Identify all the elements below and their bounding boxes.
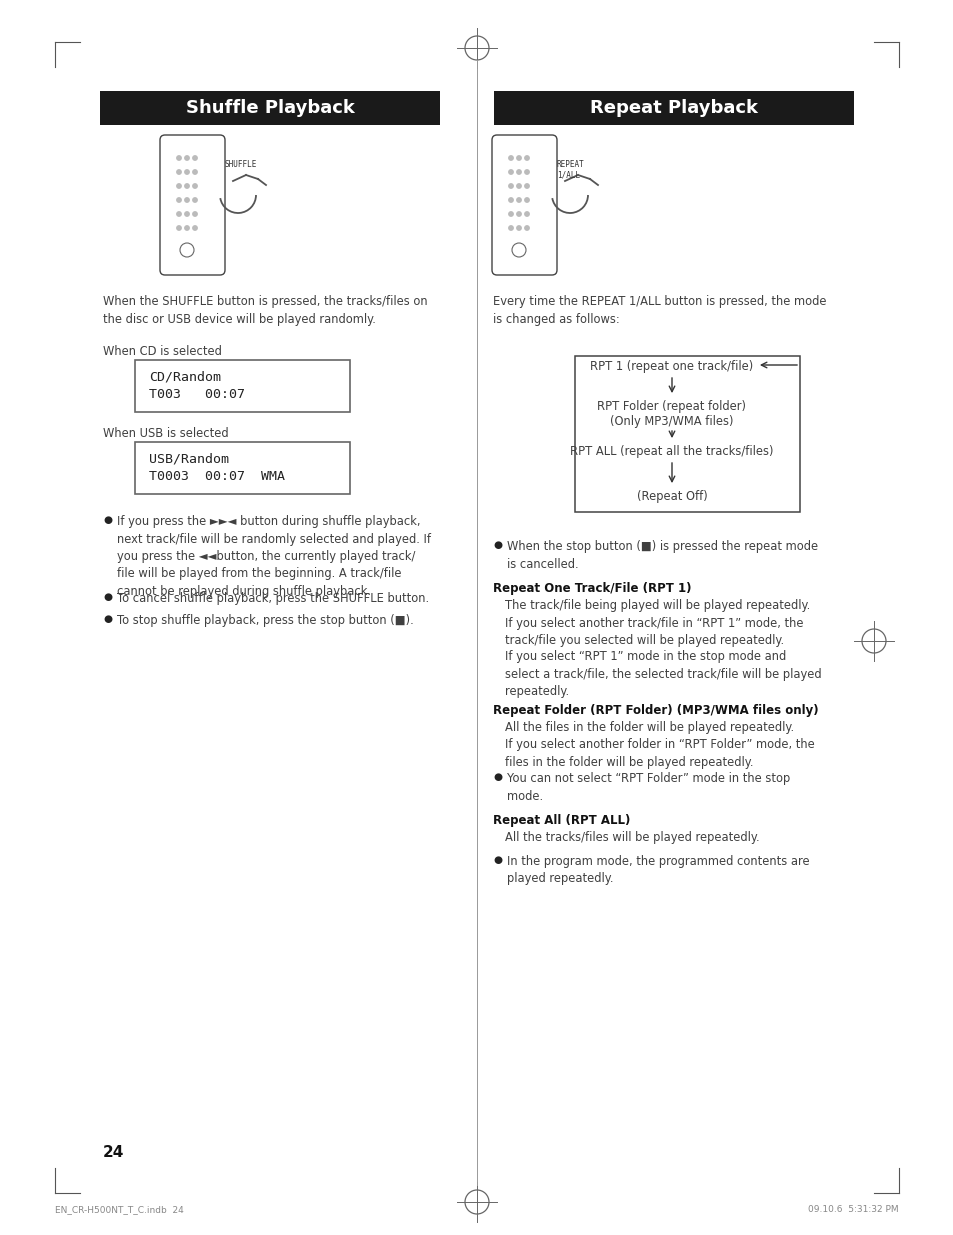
Text: All the tracks/files will be played repeatedly.: All the tracks/files will be played repe… xyxy=(504,831,759,844)
Text: When the SHUFFLE button is pressed, the tracks/files on
the disc or USB device w: When the SHUFFLE button is pressed, the … xyxy=(103,295,427,326)
Text: USB/Random: USB/Random xyxy=(149,452,229,466)
Text: ●: ● xyxy=(103,592,112,601)
Text: ●: ● xyxy=(493,540,501,550)
Text: T0003  00:07  WMA: T0003 00:07 WMA xyxy=(149,471,285,483)
Bar xyxy=(100,91,439,125)
Circle shape xyxy=(517,156,520,161)
Circle shape xyxy=(185,156,189,161)
Text: SHUFFLE: SHUFFLE xyxy=(225,161,257,169)
Text: ●: ● xyxy=(103,614,112,624)
Circle shape xyxy=(176,226,181,230)
Circle shape xyxy=(185,184,189,188)
Circle shape xyxy=(524,156,529,161)
Text: If you press the ►►◄ button during shuffle playback,
next track/file will be ran: If you press the ►►◄ button during shuff… xyxy=(117,515,431,598)
Text: RPT 1 (repeat one track/file): RPT 1 (repeat one track/file) xyxy=(590,359,753,373)
Text: The track/file being played will be played repeatedly.
If you select another tra: The track/file being played will be play… xyxy=(504,599,809,647)
Bar xyxy=(494,91,853,125)
Text: You can not select “RPT Folder” mode in the stop
mode.: You can not select “RPT Folder” mode in … xyxy=(506,772,789,803)
Text: Every time the REPEAT 1/ALL button is pressed, the mode
is changed as follows:: Every time the REPEAT 1/ALL button is pr… xyxy=(493,295,825,326)
Text: T003   00:07: T003 00:07 xyxy=(149,388,245,401)
Circle shape xyxy=(508,184,513,188)
Text: All the files in the folder will be played repeatedly.
If you select another fol: All the files in the folder will be play… xyxy=(504,721,814,769)
Circle shape xyxy=(193,211,197,216)
Text: ●: ● xyxy=(103,515,112,525)
Circle shape xyxy=(524,226,529,230)
Bar xyxy=(575,356,800,513)
Text: Repeat Playback: Repeat Playback xyxy=(589,99,758,117)
Circle shape xyxy=(193,169,197,174)
Text: Shuffle Playback: Shuffle Playback xyxy=(186,99,355,117)
Text: In the program mode, the programmed contents are
played repeatedly.: In the program mode, the programmed cont… xyxy=(506,855,809,885)
Circle shape xyxy=(508,211,513,216)
Circle shape xyxy=(524,184,529,188)
Circle shape xyxy=(185,198,189,203)
Text: RPT Folder (repeat folder)
(Only MP3/WMA files): RPT Folder (repeat folder) (Only MP3/WMA… xyxy=(597,400,745,429)
Circle shape xyxy=(508,226,513,230)
Text: If you select “RPT 1” mode in the stop mode and
select a track/file, the selecte: If you select “RPT 1” mode in the stop m… xyxy=(504,651,821,699)
Bar xyxy=(135,442,350,494)
FancyBboxPatch shape xyxy=(492,135,557,275)
Circle shape xyxy=(185,169,189,174)
Text: To stop shuffle playback, press the stop button (■).: To stop shuffle playback, press the stop… xyxy=(117,614,414,627)
Text: Repeat One Track/File (RPT 1): Repeat One Track/File (RPT 1) xyxy=(493,582,691,595)
Circle shape xyxy=(193,226,197,230)
Circle shape xyxy=(517,184,520,188)
Circle shape xyxy=(508,156,513,161)
Circle shape xyxy=(185,211,189,216)
Text: Repeat All (RPT ALL): Repeat All (RPT ALL) xyxy=(493,814,630,826)
Text: (Repeat Off): (Repeat Off) xyxy=(636,490,706,503)
Bar xyxy=(135,359,350,412)
Text: EN_CR-H500NT_T_C.indb  24: EN_CR-H500NT_T_C.indb 24 xyxy=(55,1205,184,1214)
Circle shape xyxy=(517,169,520,174)
Circle shape xyxy=(193,198,197,203)
Circle shape xyxy=(185,226,189,230)
Text: 24: 24 xyxy=(103,1145,124,1160)
Circle shape xyxy=(517,198,520,203)
Circle shape xyxy=(176,169,181,174)
Text: Repeat Folder (RPT Folder) (MP3/WMA files only): Repeat Folder (RPT Folder) (MP3/WMA file… xyxy=(493,704,818,716)
Text: 09.10.6  5:31:32 PM: 09.10.6 5:31:32 PM xyxy=(807,1205,898,1214)
Circle shape xyxy=(524,198,529,203)
Circle shape xyxy=(508,198,513,203)
Circle shape xyxy=(176,156,181,161)
FancyBboxPatch shape xyxy=(160,135,225,275)
Text: To cancel shuffle playback, press the SHUFFLE button.: To cancel shuffle playback, press the SH… xyxy=(117,592,429,605)
Text: When USB is selected: When USB is selected xyxy=(103,427,229,440)
Circle shape xyxy=(176,211,181,216)
Text: ●: ● xyxy=(493,772,501,782)
Circle shape xyxy=(176,184,181,188)
Text: RPT ALL (repeat all the tracks/files): RPT ALL (repeat all the tracks/files) xyxy=(570,445,773,458)
Circle shape xyxy=(524,211,529,216)
Text: When the stop button (■) is pressed the repeat mode
is cancelled.: When the stop button (■) is pressed the … xyxy=(506,540,818,571)
Circle shape xyxy=(517,226,520,230)
Circle shape xyxy=(176,198,181,203)
Text: CD/Random: CD/Random xyxy=(149,370,221,383)
Text: When CD is selected: When CD is selected xyxy=(103,345,222,358)
Text: REPEAT
1/ALL: REPEAT 1/ALL xyxy=(557,161,584,179)
Circle shape xyxy=(508,169,513,174)
Circle shape xyxy=(524,169,529,174)
Circle shape xyxy=(193,184,197,188)
Circle shape xyxy=(517,211,520,216)
Text: ●: ● xyxy=(493,855,501,864)
Circle shape xyxy=(193,156,197,161)
